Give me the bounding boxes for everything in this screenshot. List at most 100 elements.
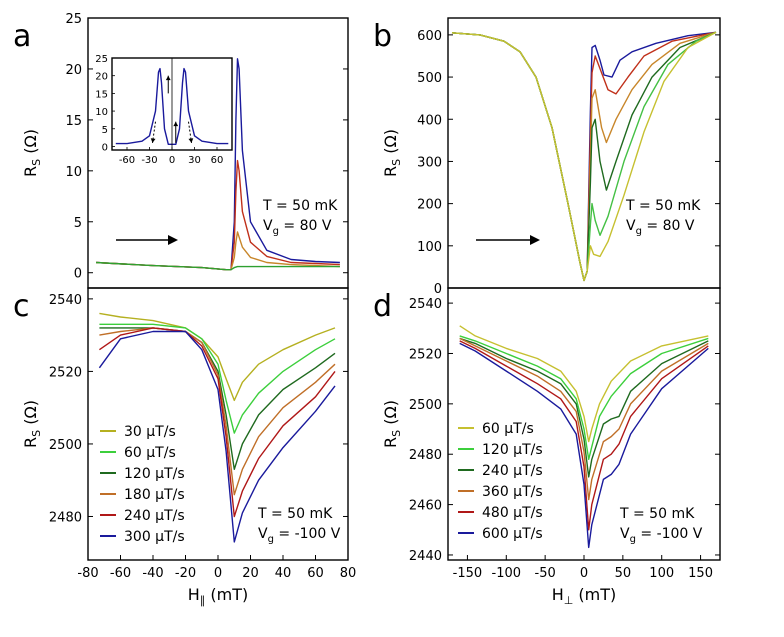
legend-label-d-4: 480 μT/s [482, 505, 543, 521]
y-tick-label-b: 500 [417, 71, 442, 86]
inset-x-tick-label: 60 [211, 155, 224, 166]
x-tick-label-c: -60 [110, 566, 131, 581]
series-line-b-4 [451, 31, 717, 282]
x-tick-label-d: -150 [453, 566, 483, 581]
legend-label-c-4: 240 μT/s [124, 508, 185, 524]
x-tick-label-d: 150 [688, 566, 713, 581]
y-tick-label-a: 0 [74, 267, 82, 282]
x-tick-label-c: 0 [214, 566, 222, 581]
inset-y-tick-label: 0 [102, 142, 108, 153]
series-line-b-3 [451, 31, 717, 282]
annotation-temperature-b: T = 50 mK [625, 198, 701, 214]
y-tick-label-b: 200 [417, 198, 442, 213]
series-line-c-4 [99, 327, 336, 518]
inset-x-tick-label: 30 [188, 155, 201, 166]
series-line-b-0 [451, 31, 717, 282]
y-tick-label-b: 600 [417, 29, 442, 44]
y-tick-label-d: 2440 [409, 549, 442, 564]
y-tick-label-d: 2540 [409, 297, 442, 312]
legend-label-c-1: 60 μT/s [124, 445, 176, 461]
series-line-d-4 [459, 340, 709, 531]
y-tick-label-d: 2500 [409, 398, 442, 413]
x-tick-label-c: -80 [77, 566, 98, 581]
inset-arrow-head-1 [165, 75, 171, 81]
legend-label-d-2: 240 μT/s [482, 463, 543, 479]
y-tick-label-b: 100 [417, 240, 442, 255]
x-tick-label-d: -100 [492, 566, 522, 581]
x-tick-label-d: -50 [535, 566, 556, 581]
legend-label-c-5: 300 μT/s [124, 529, 185, 545]
inset-arrow-head-0 [150, 138, 156, 143]
y-axis-label-b: RS (Ω) [381, 129, 403, 177]
y-tick-label-c: 2480 [49, 510, 82, 525]
x-tick-label-d: 0 [580, 566, 588, 581]
series-line-c-1 [99, 323, 336, 434]
legend-label-d-3: 360 μT/s [482, 484, 543, 500]
sweep-arrow-head-a [168, 235, 178, 245]
y-tick-label-d: 2460 [409, 499, 442, 514]
series-line-d-0 [459, 325, 709, 443]
series-line-d-3 [459, 337, 709, 501]
legend-label-d-0: 60 μT/s [482, 421, 534, 437]
y-tick-label-a: 25 [65, 12, 82, 27]
legend-label-d-5: 600 μT/s [482, 526, 543, 542]
legend-label-c-0: 30 μT/s [124, 424, 176, 440]
x-tick-label-c: 60 [307, 566, 324, 581]
inset-chart: 0 5 10 15 20 25 -60 -30 0 30 60 [95, 54, 233, 166]
panel-b: 0 100 200 300 400 500 600 b RS (Ω) T = 50 mK Vg = … [373, 17, 721, 297]
plot-frame-b [447, 17, 721, 289]
inset-x-tick-label: 0 [169, 155, 175, 166]
panel-a: 0 5 10 15 20 25 a RS (Ω) T = 50 mK Vg = 80 V 0 5 10 1… [13, 12, 349, 289]
x-tick-label-c: 20 [242, 566, 259, 581]
inset-y-tick-label: 15 [95, 89, 108, 100]
inset-arrow-head-3 [188, 138, 194, 143]
x-axis-label-d: H⊥ (mT) [552, 585, 617, 607]
y-tick-label-c: 2540 [49, 293, 82, 308]
sweep-arrow-head-b [530, 235, 540, 245]
panel-label-c: c [13, 289, 30, 324]
y-tick-label-a: 10 [65, 165, 82, 180]
x-tick-label-c: -20 [175, 566, 196, 581]
y-axis-label-a: RS (Ω) [21, 129, 43, 177]
y-tick-label-b: 300 [417, 155, 442, 170]
series-line-c-0 [99, 312, 336, 402]
panel-label-b: b [373, 19, 392, 54]
y-tick-label-b: 0 [434, 282, 442, 297]
panel-label-d: d [373, 289, 392, 324]
x-axis-label-c: H∥ (mT) [188, 585, 248, 607]
y-tick-label-d: 2480 [409, 448, 442, 463]
x-tick-label-c: 40 [275, 566, 292, 581]
annotation-gate-voltage-c: Vg = -100 V [258, 526, 341, 545]
series-line-a-3 [96, 261, 340, 271]
legend-label-d-1: 120 μT/s [482, 442, 543, 458]
series-line-b-2 [451, 31, 717, 282]
inset-arrow-head-2 [173, 121, 179, 127]
y-axis-label-d: RS (Ω) [381, 400, 403, 448]
y-tick-label-c: 2500 [49, 438, 82, 453]
x-tick-label-d: 100 [649, 566, 674, 581]
annotation-temperature-d: T = 50 mK [619, 506, 695, 522]
annotation-gate-voltage-a: Vg = 80 V [263, 218, 332, 237]
annotation-temperature-c: T = 50 mK [257, 506, 333, 522]
series-line-d-2 [459, 337, 709, 478]
series-line-d-5 [459, 342, 709, 549]
legend-label-c-2: 120 μT/s [124, 466, 185, 482]
inset-y-tick-label: 5 [102, 125, 108, 136]
annotation-temperature-a: T = 50 mK [262, 198, 338, 214]
inset-y-tick-label: 20 [95, 72, 108, 83]
series-line-d-1 [459, 335, 709, 460]
y-axis-label-c: RS (Ω) [21, 400, 43, 448]
y-tick-label-c: 2520 [49, 365, 82, 380]
x-tick-label-c: -40 [142, 566, 163, 581]
y-tick-label-d: 2520 [409, 347, 442, 362]
series-line-c-5 [98, 330, 336, 543]
panel-c: 2480 2500 2520 2540 -80 -60 -40 -20 0 20 40 60 80 c RS… [13, 287, 357, 607]
y-tick-label-b: 400 [417, 113, 442, 128]
inset-x-tick-label: -30 [141, 155, 157, 166]
annotation-gate-voltage-b: Vg = 80 V [626, 218, 695, 237]
legend-label-c-3: 180 μT/s [124, 487, 185, 503]
x-tick-label-c: 80 [340, 566, 357, 581]
inset-y-tick-label: 25 [95, 54, 108, 65]
series-line-b-1 [451, 31, 717, 282]
